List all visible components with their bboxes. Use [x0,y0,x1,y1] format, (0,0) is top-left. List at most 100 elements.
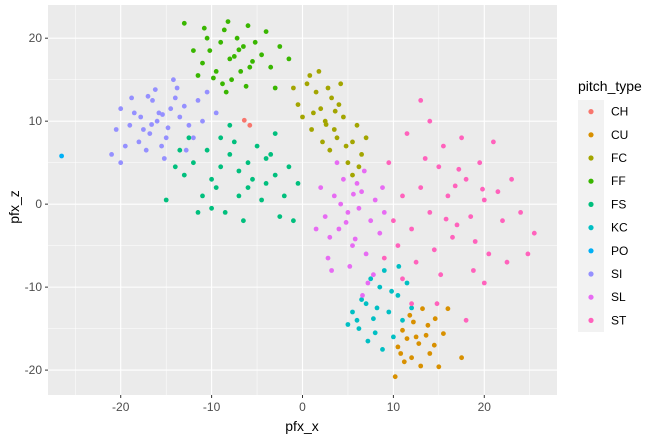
data-point-si [122,143,128,149]
data-point-si [113,127,119,132]
data-point-sl [343,220,349,225]
data-point-ff [207,48,213,53]
data-point-st [463,317,469,323]
data-point-fc [316,69,322,74]
data-point-sl [371,272,376,278]
legend-key-sl [588,294,594,300]
data-point-cu [400,327,405,333]
data-point-si [145,93,151,99]
data-point-kc [395,293,401,298]
data-point-ff [223,89,229,95]
data-point-si [200,118,205,124]
data-point-st [504,259,510,265]
data-point-sl [380,185,385,191]
data-point-fc [332,108,338,114]
data-point-st [450,234,455,240]
legend-label-sl: SL [611,290,626,304]
data-point-sl [331,193,337,199]
legend-label-fc: FC [611,151,627,165]
data-point-si [131,110,137,116]
data-point-fc [363,135,369,141]
data-point-st [491,139,496,145]
data-point-st [409,226,414,232]
data-point-sl [352,236,358,242]
data-point-fs [191,160,196,166]
data-point-sl [365,280,371,286]
data-point-st [456,166,462,172]
data-point-si [171,77,176,83]
data-point-ff [225,19,231,24]
data-point-fc [338,81,344,87]
data-point-sl [363,251,369,257]
data-point-fc [334,135,340,141]
data-point-ff [277,44,283,49]
data-point-sl [347,264,353,269]
data-point-si [129,95,135,101]
data-point-ff [218,39,224,45]
data-point-st [500,218,505,224]
data-point-st [509,176,514,182]
data-point-st [427,210,433,215]
data-point-si [143,147,149,153]
data-point-st [386,160,392,166]
data-point-ff [286,56,292,62]
data-point-cu [423,332,429,338]
data-point-fs [186,135,192,141]
data-point-sl [351,191,356,197]
data-point-st [427,118,433,124]
data-point-si [136,139,142,145]
data-point-fc [300,114,305,120]
data-point-fc [320,139,325,145]
data-point-po [59,153,64,159]
data-point-sl [334,160,340,166]
data-point-fs [295,181,301,186]
data-point-fs [241,218,246,224]
data-point-fc [313,89,319,95]
data-points [59,19,537,380]
legend: pitch_type CH CU FC FF FS KC PO SI SL ST [578,78,642,332]
data-point-fs [181,172,187,178]
data-point-ff [200,60,205,66]
data-point-cu [420,306,425,312]
data-point-ff [263,29,269,34]
data-point-si [154,118,160,124]
data-point-fs [268,152,274,157]
data-point-ff [227,56,233,62]
data-point-fs [286,164,292,170]
data-point-fs [245,185,251,191]
data-point-cu [392,374,398,380]
data-point-sl [350,243,355,249]
data-point-fc [323,122,329,127]
data-point-sl [318,185,324,191]
data-point-st [481,280,487,286]
data-point-fc [331,127,337,132]
data-point-fc [356,164,362,170]
data-point-cu [418,363,424,369]
data-point-ch [241,117,247,123]
data-point-sl [341,176,346,182]
data-point-ff [268,64,274,70]
legend-label-ff: FF [611,174,626,188]
legend-label-si: SI [611,267,622,281]
y-axis-title: pfx_z [6,190,22,223]
data-point-si [163,135,169,141]
data-point-st [480,186,485,192]
data-point-st [404,131,410,137]
data-point-kc [389,288,394,294]
data-point-st [409,301,414,307]
data-point-sl [322,214,328,220]
data-point-si [152,87,158,92]
data-point-kc [377,284,383,290]
legend-label-fs: FS [611,197,626,211]
data-point-st [441,143,446,149]
data-point-si [159,143,165,149]
data-point-fc [304,81,310,87]
data-point-cu [441,331,446,336]
data-point-st [400,193,405,199]
data-point-fs [227,152,233,157]
data-point-st [443,216,449,222]
data-point-sl [336,226,342,232]
legend-key-ff [588,178,594,184]
data-point-ch [247,122,253,128]
data-point-kc [380,347,385,352]
